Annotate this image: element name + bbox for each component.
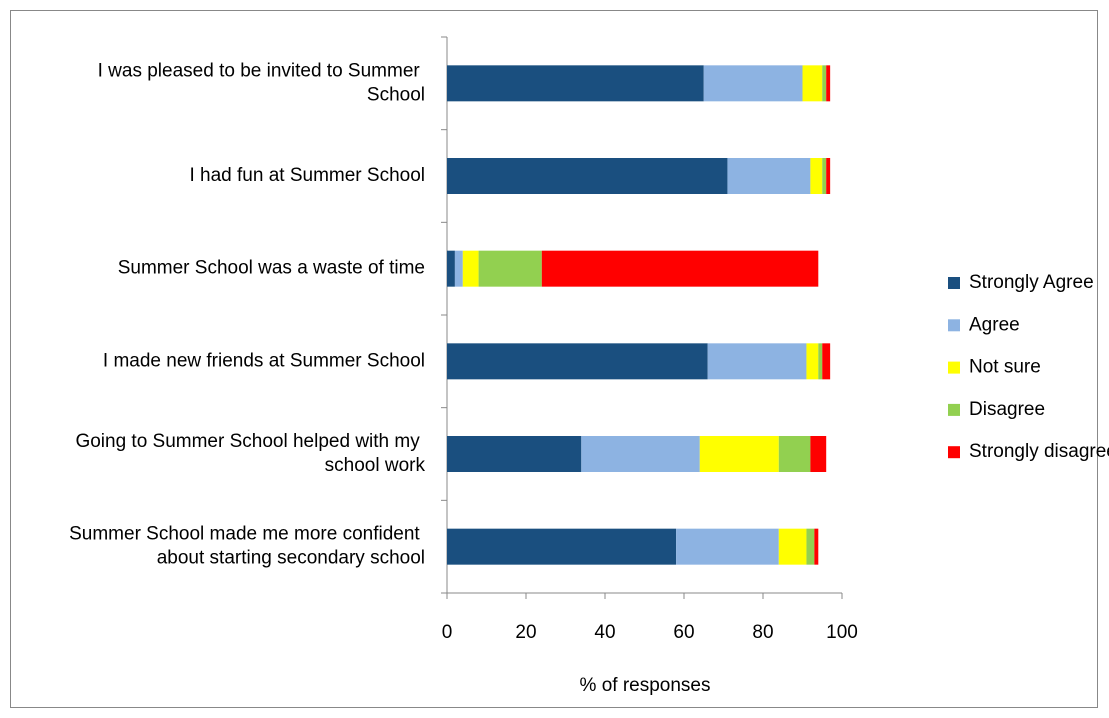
- bar-segment: [822, 158, 827, 194]
- bar-segment: [699, 436, 779, 472]
- bar-segment: [462, 250, 479, 287]
- bar-segment: [778, 528, 807, 565]
- bar-segment: [778, 436, 811, 472]
- bar-segment: [454, 250, 463, 287]
- bar-segment: [447, 436, 582, 472]
- legend-label: Strongly Agree: [969, 272, 1094, 293]
- bar-segment: [822, 343, 831, 380]
- y-tick-label: Summer School was a waste of time: [118, 258, 425, 279]
- y-tick-label: Summer School made me more confident abo…: [69, 524, 425, 569]
- bar-segment: [447, 65, 704, 102]
- legend-label: Agree: [969, 314, 1020, 335]
- bar-segment: [581, 436, 700, 472]
- bar-segment: [707, 343, 807, 380]
- y-tick-label: I made new friends at Summer School: [103, 350, 425, 371]
- y-tick-label: Going to Summer School helped with my sc…: [75, 431, 425, 476]
- bar-segment: [478, 250, 542, 287]
- bar-segment: [447, 158, 728, 194]
- legend-swatch: [948, 361, 960, 374]
- y-tick-label: I was pleased to be invited to Summer Sc…: [98, 60, 425, 105]
- bar-segment: [727, 158, 811, 194]
- x-tick-label: 100: [826, 622, 858, 643]
- legend-label: Disagree: [969, 399, 1045, 420]
- bar-segment: [447, 250, 455, 287]
- y-tick-label: I had fun at Summer School: [189, 165, 425, 186]
- legend-label: Not sure: [969, 357, 1041, 378]
- x-tick-label: 80: [752, 622, 773, 643]
- x-tick-label: 0: [442, 622, 453, 643]
- bar-segment: [806, 343, 819, 380]
- bar-segment: [802, 65, 823, 102]
- x-tick-label: 20: [515, 622, 536, 643]
- legend-label: Strongly disagree: [969, 441, 1109, 462]
- bar-segment: [822, 65, 827, 102]
- x-tick-label: 40: [594, 622, 615, 643]
- legend-swatch: [948, 319, 960, 332]
- x-axis-title: % of responses: [580, 675, 711, 696]
- bar-segment: [447, 343, 708, 380]
- bar-segment: [447, 528, 677, 565]
- legend-swatch: [948, 403, 960, 416]
- legend-swatch: [948, 277, 960, 289]
- legend-swatch: [948, 446, 960, 459]
- bar-segment: [826, 65, 831, 102]
- bar-segment: [541, 250, 819, 287]
- bar-segment: [818, 343, 823, 380]
- bar-segment: [810, 436, 827, 472]
- bar-segment: [703, 65, 803, 102]
- bar-segment: [806, 528, 815, 565]
- x-tick-label: 60: [673, 622, 694, 643]
- bar-segment: [826, 158, 831, 194]
- bar-segment: [676, 528, 779, 565]
- bar-segment: [810, 158, 823, 194]
- bar-segment: [814, 528, 819, 565]
